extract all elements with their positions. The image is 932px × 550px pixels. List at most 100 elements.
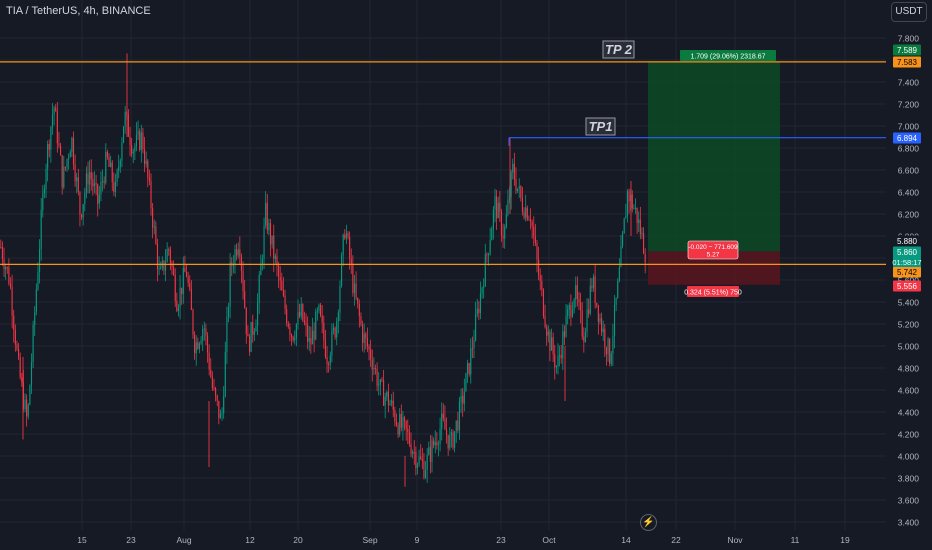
candle-body [45,168,47,189]
candle-body [491,228,493,241]
candle-body [613,304,616,337]
candle-body [218,400,220,419]
candle-body [184,267,186,273]
candle-body [234,249,236,266]
candle-body [258,275,260,303]
candle-body [55,107,57,112]
candle-body [362,324,364,343]
candle-body [129,136,131,146]
y-axis-tick-label: 6.200 [898,210,920,220]
candle-body [478,308,480,314]
candle-body [439,428,441,444]
candle-body [341,255,343,286]
candle-body [69,151,71,158]
candle-body [415,452,417,469]
currency-button[interactable]: USDT [891,2,927,22]
candle-body [261,258,264,264]
candle-body [339,285,341,313]
lightning-bolt-icon[interactable]: ⚡ [640,514,657,531]
candle-body [533,226,535,237]
candle-body [51,114,54,128]
candle-body [14,329,16,345]
candle-body [580,302,582,311]
current-pnl-box [687,240,739,260]
candle-body [9,283,12,288]
candle-body [227,306,230,318]
candle-body [560,355,562,359]
y-axis-tick-label: 6.800 [898,144,920,154]
candle-body [160,267,162,269]
candle-body [292,336,294,341]
candle-body [633,208,635,210]
candle-body [93,183,96,187]
candle-body [290,334,293,337]
candle-body [349,236,351,260]
candle-body [19,356,21,378]
candle-body [601,318,603,333]
candle-body [244,291,246,308]
candle-body [434,442,436,446]
candle-body [431,440,433,462]
candle-body [320,304,322,316]
candle-body [483,286,485,288]
candle-body [311,330,314,345]
candle-body [286,309,288,324]
candle-body [297,312,299,325]
y-axis-tick-label: 3.400 [898,518,920,528]
candle-body [95,183,97,185]
x-axis-tick-label: Sep [362,535,377,545]
candle-body [245,307,247,334]
candle-body [360,316,362,325]
candle-body [447,434,449,449]
candle-body [429,447,431,462]
candle-body [203,328,205,330]
candle-body [460,395,462,402]
candle-body [534,236,536,243]
candle-body [219,413,222,419]
y-axis-tick-label: 7.000 [898,122,920,132]
candle-body [305,322,307,326]
candle-body [567,309,569,317]
candle-body [445,429,448,435]
candle-body [584,331,587,342]
candle-body [192,309,194,335]
candle-body [206,335,209,353]
candle-body [508,197,511,200]
y-axis-tick-label: 4.600 [898,386,920,396]
candle-body [479,293,482,314]
candle-body [559,355,561,357]
y-axis-tick-label: 7.400 [898,78,920,88]
candle-body [571,309,574,317]
candle-body [576,285,578,299]
y-axis-tick-label: 4.200 [898,430,920,440]
candle-body [610,353,612,364]
candle-body [631,194,633,209]
candle-body [370,349,372,360]
candle-body [30,362,33,386]
candle-body [497,202,499,219]
candle-body [366,338,368,347]
candle-body [302,304,304,321]
candle-body [61,155,63,188]
candle-body [505,214,507,228]
y-axis-tick-label: 6.400 [898,188,920,198]
candle-body [643,232,645,254]
candle-body [153,226,155,228]
candle-body [413,452,415,454]
candle-body [557,356,559,367]
candle-body [92,179,94,187]
y-axis-tick-label: 5.400 [898,298,920,308]
chart-title: TIA / TetherUS, 4h, BINANCE [6,5,151,17]
candle-body [405,421,407,429]
candle-body [350,259,352,265]
candle-body [194,334,196,354]
candle-body [403,417,406,422]
candle-body [462,395,464,404]
candle-body [208,352,210,370]
candle-body [59,145,62,156]
y-axis-tick-label: 6.600 [898,166,920,176]
candle-body [63,167,65,188]
y-axis-tick-label: 7.200 [898,100,920,110]
candle-body [101,181,104,183]
